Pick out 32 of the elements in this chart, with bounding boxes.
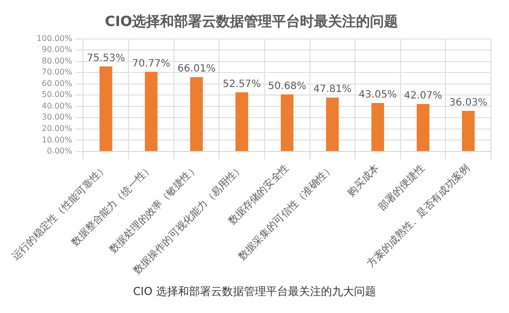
data-label: 70.77%	[132, 58, 170, 70]
y-tick-label: 10.00%	[42, 135, 73, 144]
bar	[462, 110, 475, 151]
data-label: 36.03%	[449, 97, 488, 108]
y-tick-label: 30.00%	[42, 112, 73, 122]
bar	[326, 98, 339, 151]
x-tick-label: 购买成本	[344, 162, 382, 199]
y-tick-label: 80.00%	[42, 56, 73, 66]
y-tick-label: 90.00%	[42, 45, 73, 54]
y-tick-label: 0.00%	[46, 146, 73, 156]
bar	[235, 92, 248, 151]
y-tick-label: 70.00%	[42, 68, 73, 77]
text: CIO 选择和部署云数据管理平台最关注的九大问题	[132, 284, 378, 299]
bar	[100, 66, 112, 151]
bar	[144, 72, 158, 151]
y-tick-label: 100.00%	[36, 34, 73, 43]
bar	[371, 102, 384, 151]
data-label: 52.57%	[222, 78, 261, 90]
y-tick-label: 60.00%	[42, 78, 73, 88]
bar	[190, 77, 203, 151]
data-label: 66.01%	[177, 64, 216, 75]
bar	[416, 104, 430, 151]
chart-title: CIO选择和部署云数据管理平台时最关注的问题	[104, 13, 398, 30]
bar	[280, 94, 294, 151]
data-label: 50.68%	[268, 80, 306, 92]
data-label: 43.05%	[358, 90, 397, 101]
data-label: 47.81%	[313, 84, 352, 96]
y-tick-label: 20.00%	[42, 124, 73, 133]
data-label: 42.07%	[404, 90, 442, 102]
y-tick-label: 40.00%	[42, 101, 73, 110]
data-label: 75.53%	[86, 52, 125, 64]
y-tick-label: 50.00%	[42, 90, 73, 100]
